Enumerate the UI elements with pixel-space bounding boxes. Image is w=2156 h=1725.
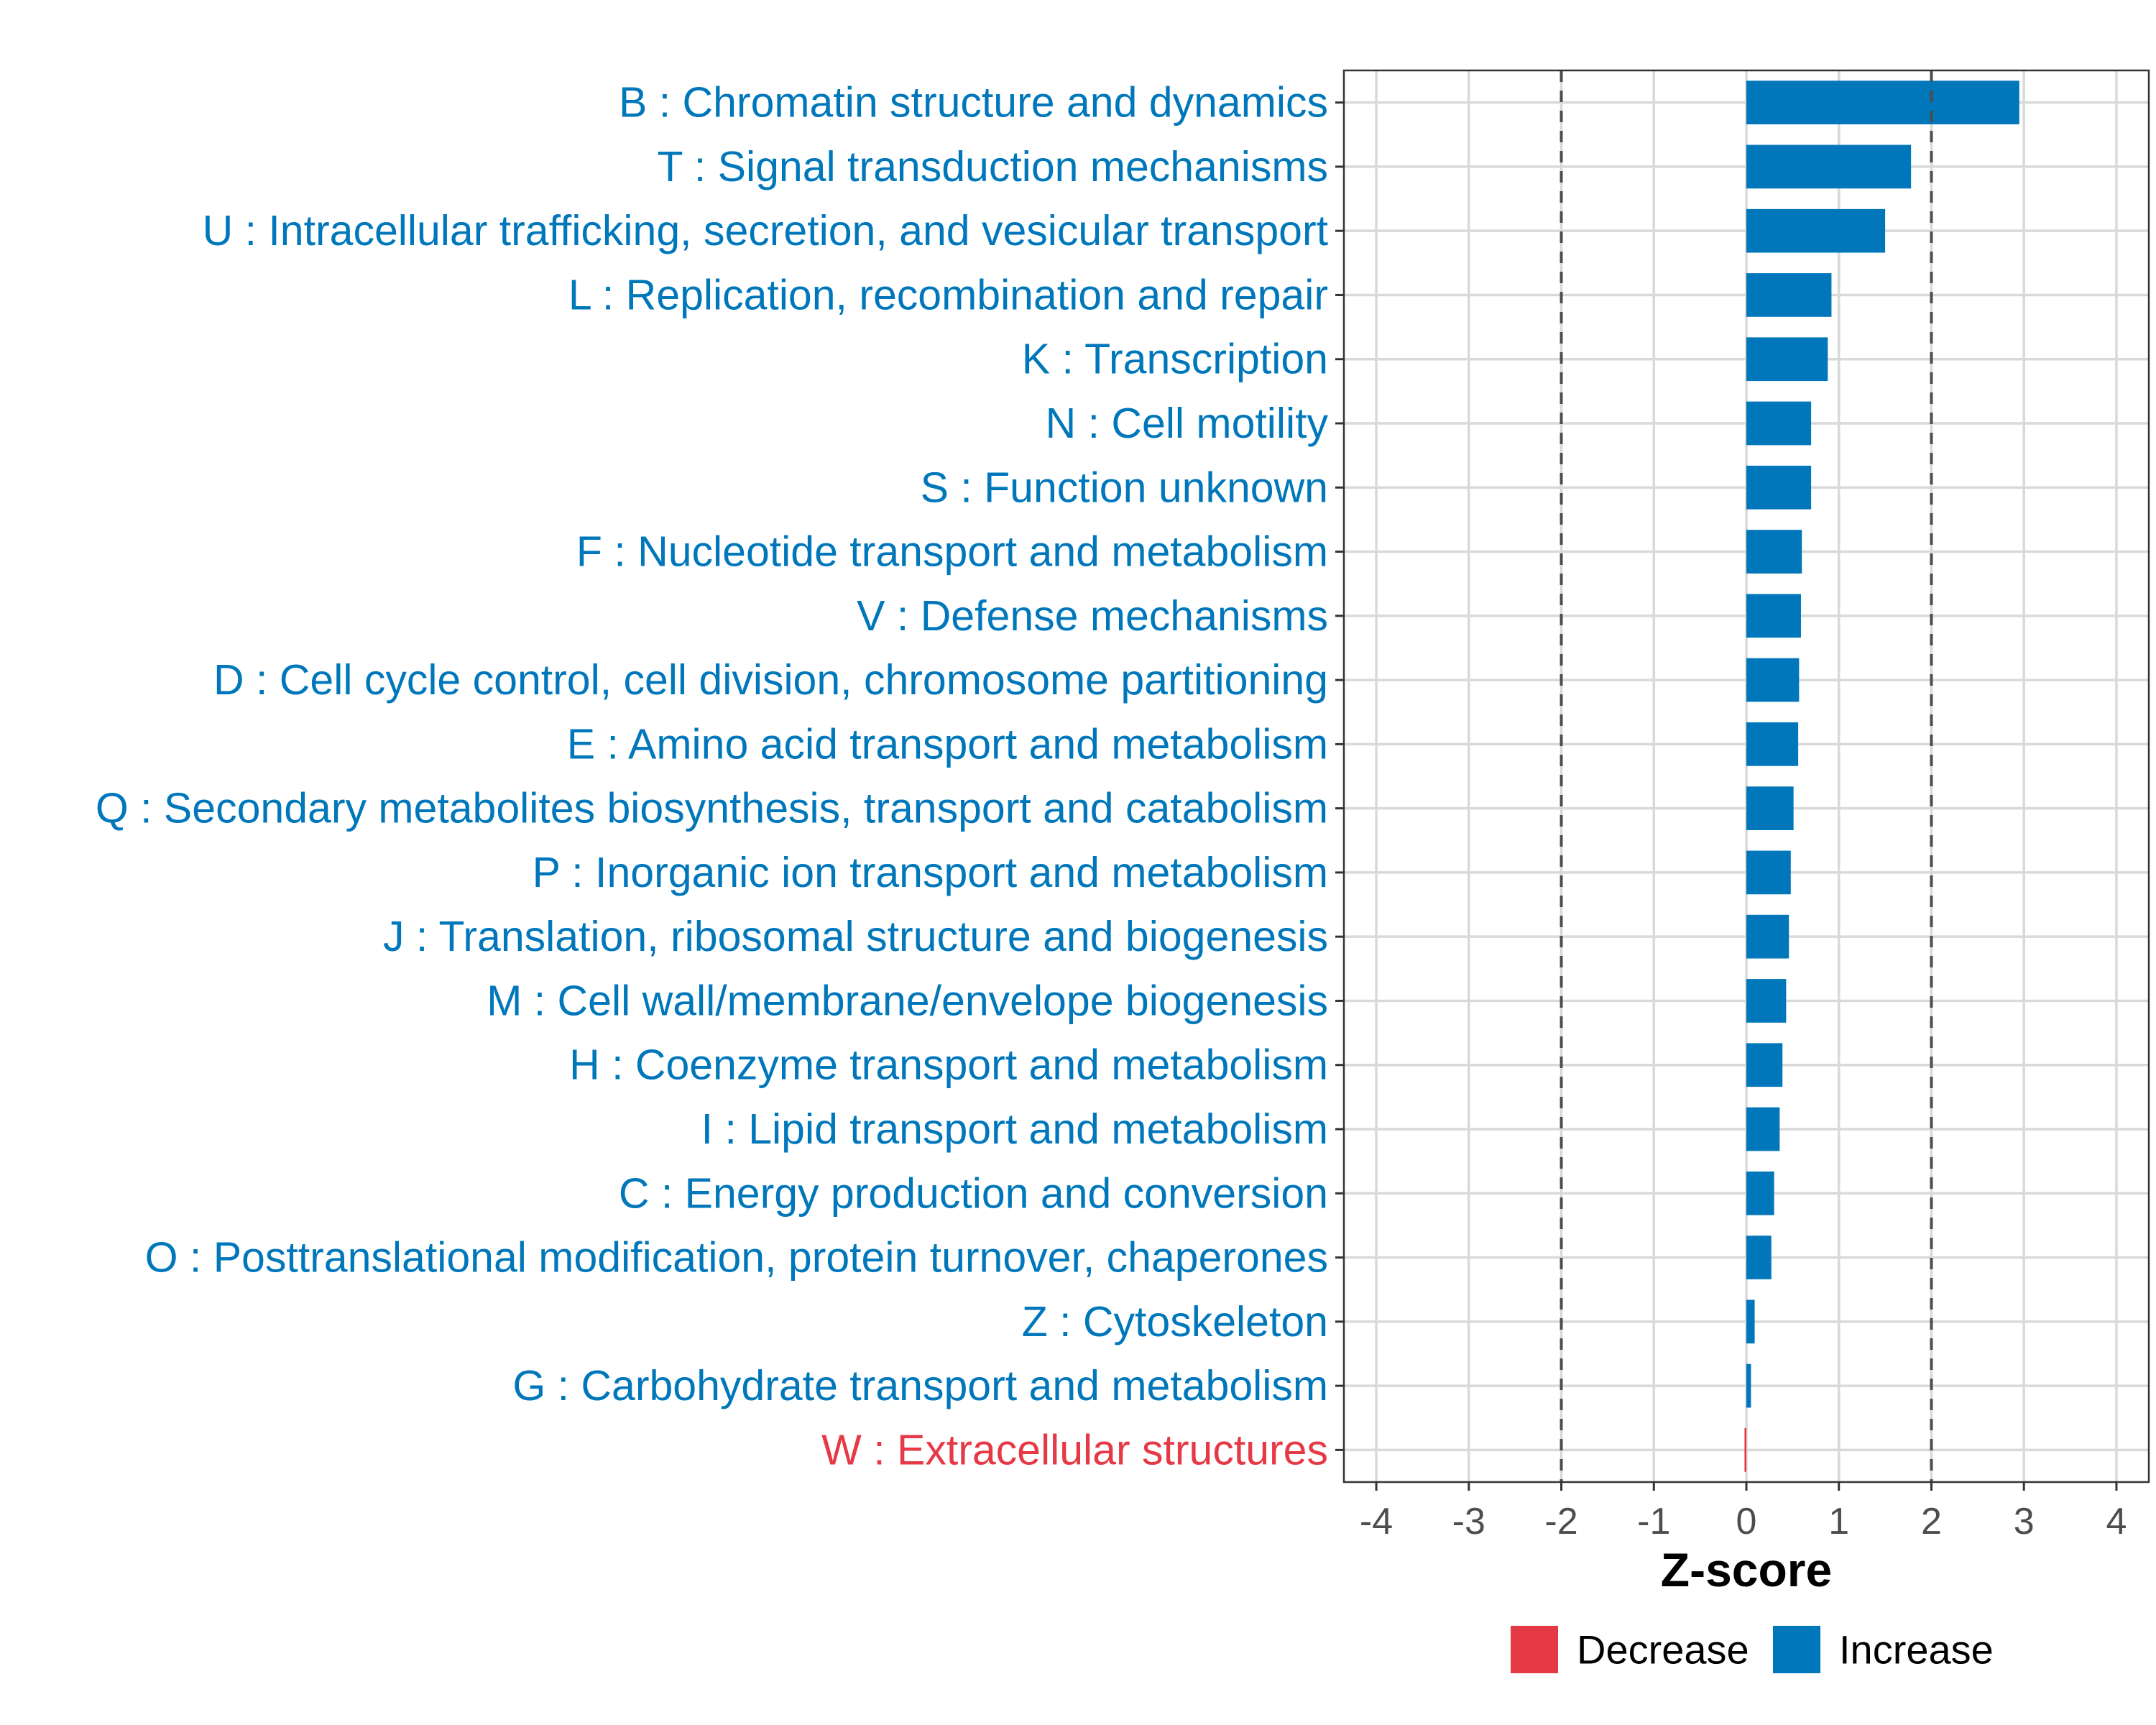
category-label: L : Replication, recombination and repai… xyxy=(568,271,1328,318)
bars xyxy=(1744,80,2019,1472)
category-label: G : Carbohydrate transport and metabolis… xyxy=(512,1362,1328,1409)
category-labels: B : Chromatin structure and dynamics T : … xyxy=(96,79,1329,1474)
bar xyxy=(1746,1107,1780,1151)
x-axis-title: Z-score xyxy=(1661,1543,1832,1596)
category-label: C : Energy production and conversion xyxy=(619,1169,1328,1217)
legend-label: Increase xyxy=(1839,1627,1994,1673)
category-label: I : Lipid transport and metabolism xyxy=(701,1105,1328,1153)
category-label: H : Coenzyme transport and metabolism xyxy=(569,1041,1328,1089)
category-label: M : Cell wall/membrane/envelope biogenes… xyxy=(487,977,1328,1024)
category-label: V : Defense mechanisms xyxy=(857,592,1328,640)
category-label: P : Inorganic ion transport and metaboli… xyxy=(533,849,1328,896)
bar xyxy=(1746,1363,1751,1408)
x-tick-label: 3 xyxy=(2014,1501,2035,1542)
x-tick-label: 2 xyxy=(1921,1501,1942,1542)
bar xyxy=(1746,594,1801,638)
category-label: W : Extracellular structures xyxy=(821,1426,1328,1473)
category-label: E : Amino acid transport and metabolism xyxy=(567,720,1328,768)
bar xyxy=(1746,786,1794,830)
bar xyxy=(1746,273,1832,317)
x-tick-label: 1 xyxy=(1828,1501,1849,1542)
category-label: S : Function unknown xyxy=(921,464,1328,511)
bar xyxy=(1746,144,1912,189)
bar xyxy=(1744,1428,1746,1472)
x-tick-label: -3 xyxy=(1452,1501,1485,1542)
bar xyxy=(1746,1300,1755,1344)
bar xyxy=(1746,1171,1774,1215)
bar xyxy=(1746,401,1812,446)
bar xyxy=(1746,337,1828,382)
bar xyxy=(1746,850,1791,895)
category-label: F : Nucleotide transport and metabolism xyxy=(576,528,1328,576)
reference-lines xyxy=(1560,70,1933,1482)
x-tick-label: 4 xyxy=(2106,1501,2127,1542)
bar xyxy=(1746,979,1787,1023)
bar xyxy=(1746,1043,1783,1087)
x-tick-label: -1 xyxy=(1637,1501,1670,1542)
legend: Decrease Increase xyxy=(1511,1626,1994,1673)
category-label: Q : Secondary metabolites biosynthesis, … xyxy=(96,785,1328,832)
x-tick-label: 0 xyxy=(1736,1501,1757,1542)
bar xyxy=(1746,530,1802,574)
bar xyxy=(1746,465,1812,510)
bar xyxy=(1746,208,1886,253)
y-axis-ticks xyxy=(1335,101,1344,1451)
bar xyxy=(1746,722,1799,766)
bar xyxy=(1746,80,2019,124)
x-axis-ticks: -4 -3 -2 -1 0 1 2 3 4 xyxy=(1360,1482,2127,1542)
category-label: U : Intracellular trafficking, secretion… xyxy=(203,207,1328,254)
legend-swatch xyxy=(1773,1626,1820,1673)
legend-swatch xyxy=(1511,1626,1558,1673)
category-label: T : Signal transduction mechanisms xyxy=(657,143,1328,190)
category-label: J : Translation, ribosomal structure and… xyxy=(383,913,1328,960)
category-label: O : Posttranslational modification, prot… xyxy=(145,1234,1328,1282)
category-label: N : Cell motility xyxy=(1046,400,1329,447)
bar xyxy=(1746,914,1789,959)
bar xyxy=(1746,658,1800,702)
x-tick-label: -4 xyxy=(1360,1501,1393,1542)
bar xyxy=(1746,1236,1772,1279)
x-tick-label: -2 xyxy=(1544,1501,1577,1542)
category-label: Z : Cytoskeleton xyxy=(1022,1298,1328,1346)
legend-label: Decrease xyxy=(1577,1627,1749,1673)
category-label: D : Cell cycle control, cell division, c… xyxy=(213,656,1328,704)
category-label: B : Chromatin structure and dynamics xyxy=(619,79,1328,126)
category-label: K : Transcription xyxy=(1022,336,1328,383)
